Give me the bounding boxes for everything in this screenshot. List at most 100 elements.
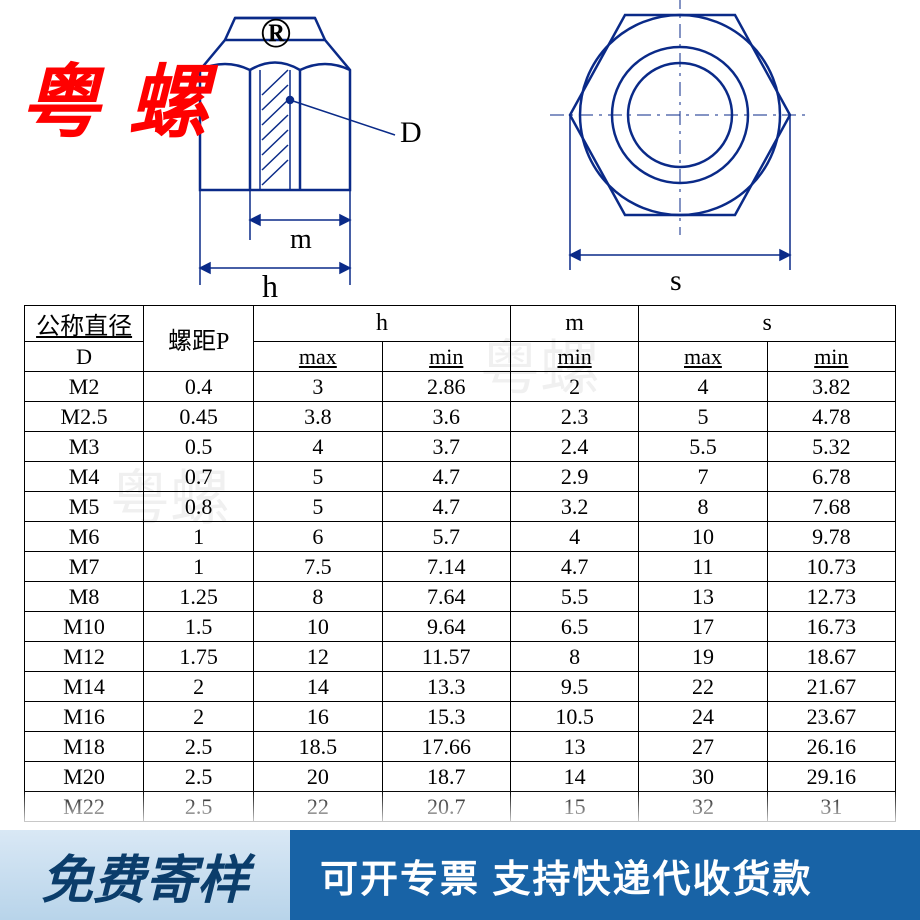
table-cell: 2 xyxy=(510,372,638,402)
table-row: M40.754.72.976.78 xyxy=(25,462,896,492)
table-cell: 17.66 xyxy=(382,732,510,762)
table-cell: M14 xyxy=(25,672,144,702)
col-header-s: s xyxy=(639,306,896,342)
table-row: M101.5109.646.51716.73 xyxy=(25,612,896,642)
table-cell: M7 xyxy=(25,552,144,582)
table-cell: 4 xyxy=(510,522,638,552)
col-sub-min: min xyxy=(767,342,895,372)
col-header-d-bot: D xyxy=(25,342,144,372)
table-cell: 18.7 xyxy=(382,762,510,792)
table-cell: 8 xyxy=(510,642,638,672)
table-cell: 3.2 xyxy=(510,492,638,522)
table-row: M1421413.39.52221.67 xyxy=(25,672,896,702)
col-sub-max: max xyxy=(639,342,767,372)
table-cell: 13 xyxy=(639,582,767,612)
table-cell: 31 xyxy=(767,792,895,822)
spec-table: 公称直径 螺距P h m s D max min min max min M20… xyxy=(24,305,896,822)
table-cell: M2 xyxy=(25,372,144,402)
table-cell: M10 xyxy=(25,612,144,642)
table-cell: 22 xyxy=(639,672,767,702)
table-cell: 4.78 xyxy=(767,402,895,432)
table-cell: 14 xyxy=(510,762,638,792)
table-cell: M22 xyxy=(25,792,144,822)
col-header-h: h xyxy=(254,306,511,342)
table-cell: 1 xyxy=(144,552,254,582)
table-row: M121.751211.5781918.67 xyxy=(25,642,896,672)
table-row: M6165.74109.78 xyxy=(25,522,896,552)
table-cell: 1.75 xyxy=(144,642,254,672)
table-cell: 3.8 xyxy=(254,402,382,432)
table-cell: M20 xyxy=(25,762,144,792)
table-row: M2.50.453.83.62.354.78 xyxy=(25,402,896,432)
table-cell: 1.25 xyxy=(144,582,254,612)
table-cell: M2.5 xyxy=(25,402,144,432)
table-cell: 16 xyxy=(254,702,382,732)
col-header-p: 螺距P xyxy=(144,306,254,372)
table-cell: 2.5 xyxy=(144,762,254,792)
table-cell: 13 xyxy=(510,732,638,762)
table-cell: 17 xyxy=(639,612,767,642)
table-cell: 5 xyxy=(254,462,382,492)
table-cell: 0.8 xyxy=(144,492,254,522)
table-cell: 12.73 xyxy=(767,582,895,612)
table-cell: 7.5 xyxy=(254,552,382,582)
table-cell: 10.5 xyxy=(510,702,638,732)
table-cell: 3.7 xyxy=(382,432,510,462)
table-row: M717.57.144.71110.73 xyxy=(25,552,896,582)
table-cell: 3.6 xyxy=(382,402,510,432)
footer-banner: 免费寄样 可开专票 支持快递代收货款 xyxy=(0,830,920,920)
table-cell: 7 xyxy=(639,462,767,492)
table-cell: 2.4 xyxy=(510,432,638,462)
table-cell: 26.16 xyxy=(767,732,895,762)
table-cell: 2.3 xyxy=(510,402,638,432)
table-cell: 5.7 xyxy=(382,522,510,552)
footer-left-text: 免费寄样 xyxy=(0,830,290,920)
table-cell: 9.5 xyxy=(510,672,638,702)
table-cell: 20.7 xyxy=(382,792,510,822)
table-cell: 8 xyxy=(254,582,382,612)
table-cell: 4 xyxy=(639,372,767,402)
table-cell: 2 xyxy=(144,672,254,702)
table-cell: 27 xyxy=(639,732,767,762)
table-cell: 6.78 xyxy=(767,462,895,492)
table-cell: 19 xyxy=(639,642,767,672)
table-cell: 7.14 xyxy=(382,552,510,582)
table-cell: 22 xyxy=(254,792,382,822)
table-row: M81.2587.645.51312.73 xyxy=(25,582,896,612)
table-cell: 2.5 xyxy=(144,732,254,762)
col-sub-min: min xyxy=(382,342,510,372)
table-cell: 4.7 xyxy=(382,462,510,492)
table-cell: 20 xyxy=(254,762,382,792)
table-cell: 23.67 xyxy=(767,702,895,732)
diagram-label-h: h xyxy=(262,268,278,304)
table-cell: 0.4 xyxy=(144,372,254,402)
table-cell: 5.5 xyxy=(639,432,767,462)
brand-logo-text: 粤 螺 xyxy=(20,38,212,154)
table-cell: M6 xyxy=(25,522,144,552)
table-cell: 21.67 xyxy=(767,672,895,702)
table-cell: M18 xyxy=(25,732,144,762)
table-cell: 18.5 xyxy=(254,732,382,762)
table-cell: 5.32 xyxy=(767,432,895,462)
table-row: M20.432.86243.82 xyxy=(25,372,896,402)
table-cell: 6.5 xyxy=(510,612,638,642)
table-cell: 24 xyxy=(639,702,767,732)
table-cell: 4 xyxy=(254,432,382,462)
table-cell: 16.73 xyxy=(767,612,895,642)
table-cell: 9.64 xyxy=(382,612,510,642)
table-cell: 7.68 xyxy=(767,492,895,522)
table-cell: 12 xyxy=(254,642,382,672)
table-cell: 4.7 xyxy=(382,492,510,522)
diagram-label-s: s xyxy=(670,264,682,297)
table-cell: M16 xyxy=(25,702,144,732)
table-cell: 5.5 xyxy=(510,582,638,612)
col-sub-max: max xyxy=(254,342,382,372)
table-cell: 11.57 xyxy=(382,642,510,672)
diagram-label-d: D xyxy=(400,116,422,149)
table-cell: 10.73 xyxy=(767,552,895,582)
table-cell: 2 xyxy=(144,702,254,732)
table-cell: 32 xyxy=(639,792,767,822)
table-cell: 7.64 xyxy=(382,582,510,612)
table-cell: 5 xyxy=(254,492,382,522)
table-cell: 10 xyxy=(254,612,382,642)
